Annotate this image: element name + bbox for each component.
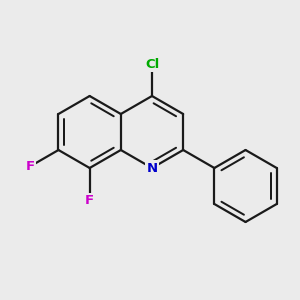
Text: F: F [26,160,35,173]
Text: F: F [85,194,94,207]
Text: N: N [146,161,158,175]
Text: Cl: Cl [145,58,159,71]
